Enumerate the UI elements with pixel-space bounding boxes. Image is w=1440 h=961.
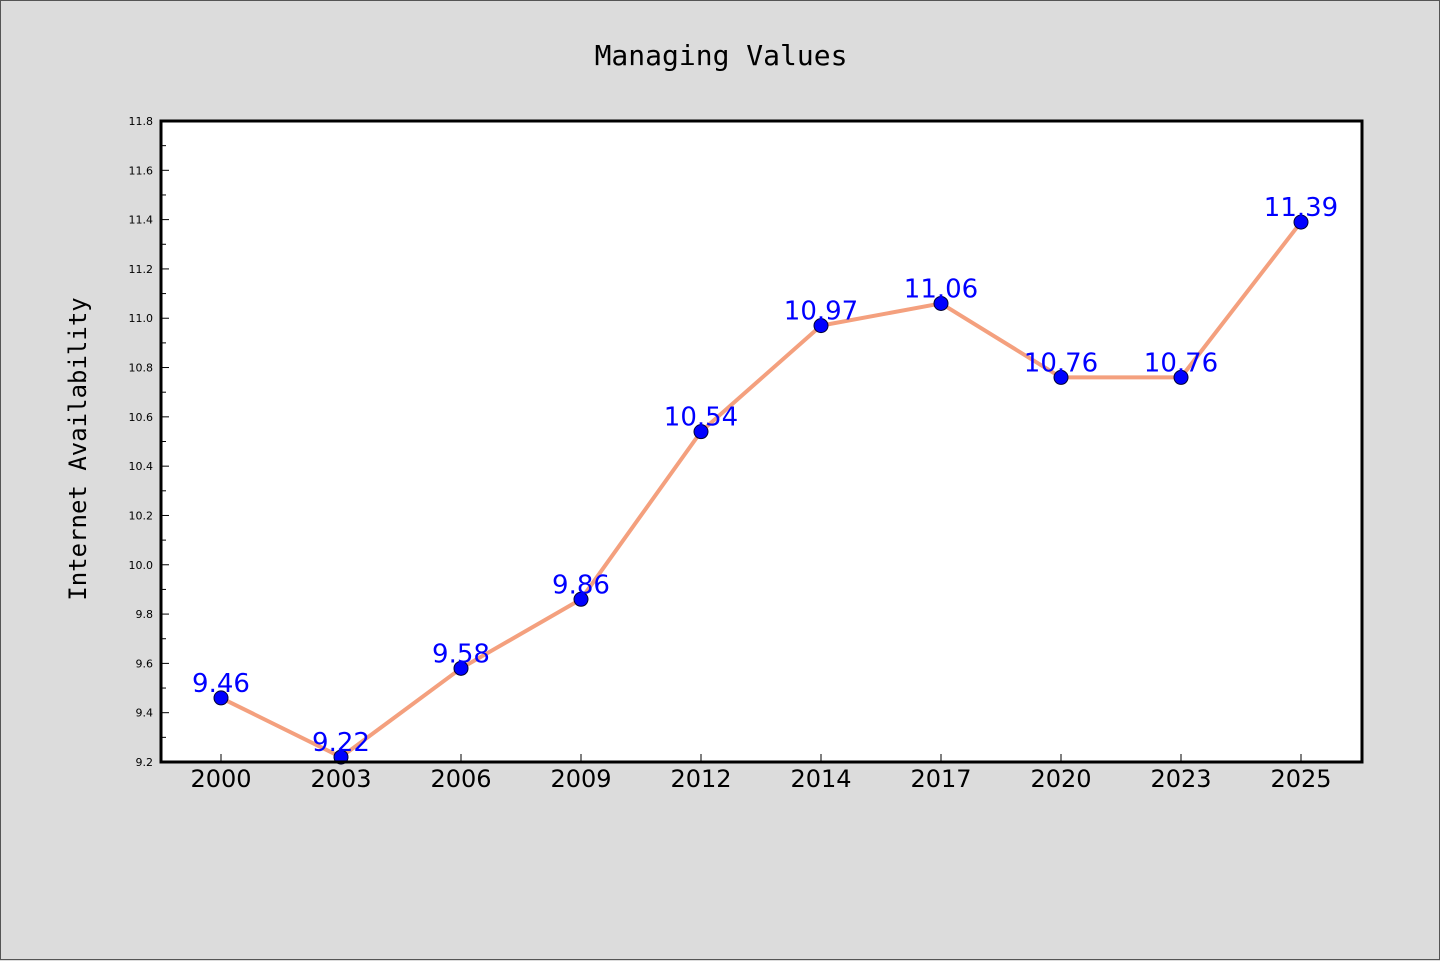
y-tick-label: 11.6	[129, 164, 154, 177]
y-tick-label: 10.4	[129, 460, 154, 473]
x-tick-label: 2009	[550, 765, 611, 793]
data-label: 9.46	[192, 669, 250, 699]
data-point	[1293, 214, 1309, 230]
data-label: 10.76	[1144, 348, 1218, 378]
y-tick-label: 9.8	[136, 608, 154, 621]
y-tick-label: 11.4	[129, 214, 154, 227]
y-tick-label: 9.4	[136, 707, 154, 720]
data-point	[453, 660, 469, 676]
chart-title: Managing Values	[595, 39, 848, 72]
series-line	[220, 220, 1303, 760]
x-tick-label: 2000	[190, 765, 251, 793]
data-label: 10.54	[664, 403, 738, 433]
data-point	[693, 424, 709, 440]
y-tick-label: 9.6	[136, 657, 154, 670]
x-tick-label: 2017	[910, 765, 971, 793]
data-point	[813, 318, 829, 334]
x-tick-label: 2014	[790, 765, 851, 793]
y-tick-label: 11.2	[129, 263, 154, 276]
y-axis-label: Internet Availability	[64, 297, 92, 600]
data-point	[933, 295, 949, 311]
data-label: 9.86	[552, 570, 610, 600]
data-point	[213, 690, 229, 706]
data-point	[573, 591, 589, 607]
plot-border	[159, 119, 1364, 764]
y-tick-label: 10.6	[129, 411, 154, 424]
y-tick-label: 11.0	[129, 312, 154, 325]
series-line-group: 9.46 9.22 9.58 9.86 10.54 10.97 11.06 10.76 10.7…	[192, 193, 1338, 765]
plot-area	[161, 121, 1362, 762]
y-axis: 9.2 9.4 9.6 9.8 10.0 10.2 10.4 10.6 10.8 11.0 11.2…	[129, 115, 169, 769]
y-tick-label: 9.2	[136, 756, 154, 769]
x-tick-label: 2003	[310, 765, 371, 793]
data-label: 9.22	[312, 728, 370, 758]
data-point	[1053, 369, 1069, 385]
y-tick-label: 10.2	[129, 509, 154, 522]
x-tick-label: 2006	[430, 765, 491, 793]
data-label: 10.76	[1024, 348, 1098, 378]
x-tick-label: 2012	[670, 765, 731, 793]
data-point	[1173, 369, 1189, 385]
y-tick-label: 11.8	[129, 115, 154, 128]
x-axis: 2000 2003 2006 2009 2012 2014 2017 2020 2023 2025	[190, 754, 1332, 793]
x-tick-label: 2023	[1150, 765, 1211, 793]
x-tick-label: 2020	[1030, 765, 1091, 793]
data-label: 10.97	[784, 297, 858, 327]
x-tick-label: 2025	[1270, 765, 1331, 793]
data-label: 11.06	[904, 274, 978, 304]
y-tick-label: 10.0	[129, 559, 154, 572]
data-label: 9.58	[432, 639, 490, 669]
y-tick-label: 10.8	[129, 362, 154, 375]
data-label: 11.39	[1264, 193, 1338, 223]
